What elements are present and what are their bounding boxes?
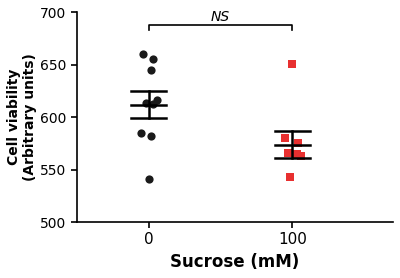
Point: [282, 136, 288, 140]
Point: [289, 62, 296, 66]
Point: [294, 152, 300, 156]
Point: [154, 98, 160, 103]
Point: [298, 154, 304, 158]
X-axis label: Sucrose (mM): Sucrose (mM): [170, 253, 300, 271]
Point: [142, 100, 149, 105]
Point: [148, 68, 155, 72]
Point: [286, 175, 293, 179]
Point: [295, 141, 301, 146]
Point: [140, 52, 146, 57]
Y-axis label: Cell viability
(Arbitrary units): Cell viability (Arbitrary units): [7, 53, 37, 181]
Point: [285, 151, 291, 155]
Point: [150, 56, 156, 61]
Point: [148, 134, 155, 138]
Text: NS: NS: [211, 10, 230, 24]
Point: [138, 131, 145, 135]
Point: [150, 101, 156, 106]
Point: [146, 177, 152, 181]
